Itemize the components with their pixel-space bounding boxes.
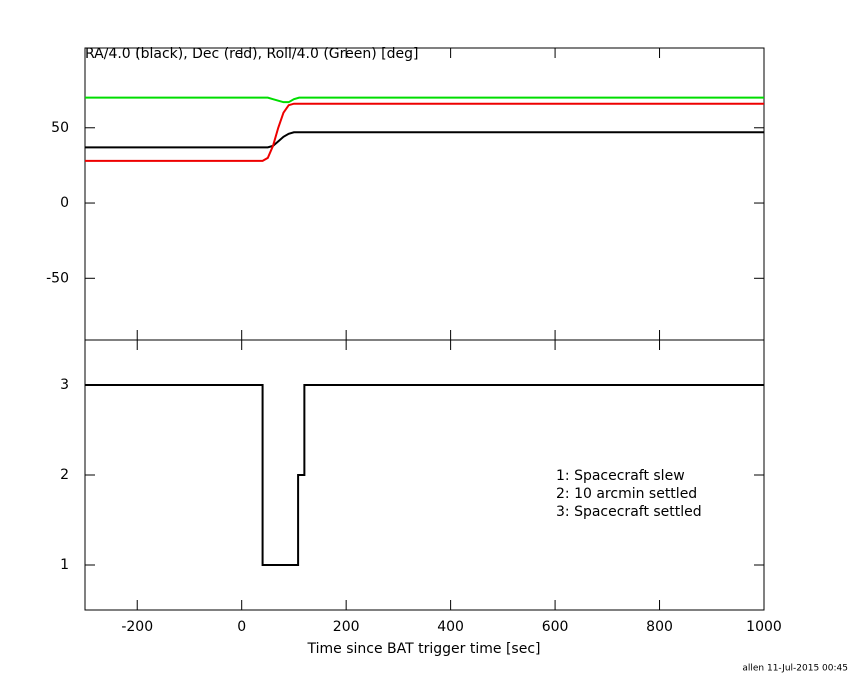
x-tick-label: 1000 bbox=[746, 619, 782, 635]
chart-title: RA/4.0 (black), Dec (red), Roll/4.0 (Gre… bbox=[85, 46, 418, 62]
y-tick-label: 1 bbox=[60, 557, 69, 573]
step-line bbox=[85, 384, 764, 566]
y-tick-label: 2 bbox=[60, 467, 69, 483]
x-tick-label: 600 bbox=[542, 619, 569, 635]
annotation: 2: 10 arcmin settled bbox=[556, 486, 697, 502]
x-axis-label: Time since BAT trigger time [sec] bbox=[307, 641, 541, 657]
y-tick-label: 0 bbox=[60, 195, 69, 211]
footer: allen 11-Jul-2015 00:45 bbox=[742, 664, 848, 674]
line bbox=[85, 131, 764, 149]
annotation: 1: Spacecraft slew bbox=[556, 468, 685, 484]
plot-frame bbox=[84, 47, 765, 341]
x-tick-label: 0 bbox=[237, 619, 246, 635]
y-tick-label: 3 bbox=[60, 377, 69, 393]
y-tick-label: -50 bbox=[46, 270, 69, 286]
line bbox=[85, 102, 764, 162]
x-tick-label: -200 bbox=[121, 619, 153, 635]
y-tick-label: 50 bbox=[51, 120, 69, 136]
x-tick-label: 400 bbox=[437, 619, 464, 635]
x-tick-label: 800 bbox=[646, 619, 673, 635]
annotation: 3: Spacecraft settled bbox=[556, 504, 702, 520]
line bbox=[85, 96, 764, 104]
x-tick-label: 200 bbox=[333, 619, 360, 635]
